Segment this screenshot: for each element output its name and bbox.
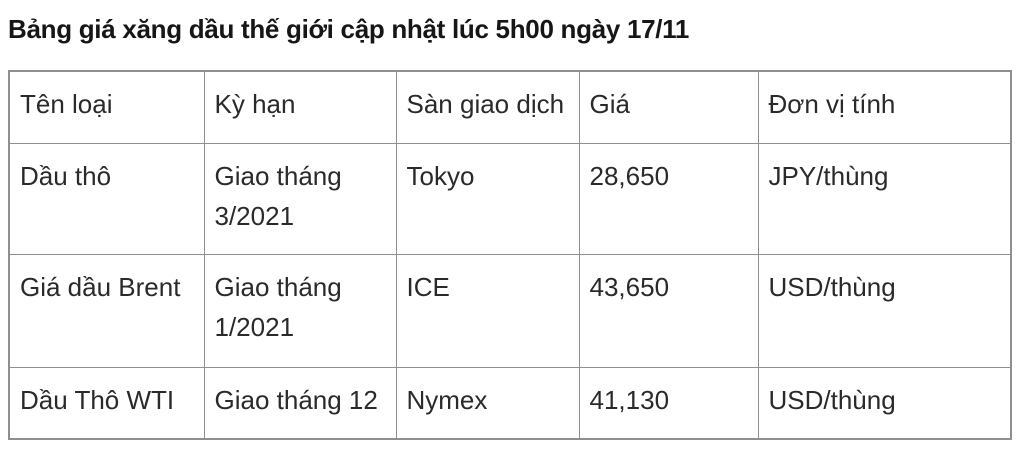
cell-gia: 43,650 [578,253,759,368]
cell-san-giao-dich: Nymex [395,366,580,439]
cell-ten-loai: Dầu thô [8,142,205,255]
table-row: Dầu thô Giao tháng 3/2021 Tokyo 28,650 J… [8,142,1012,255]
cell-ky-han: Giao tháng 12 [203,366,397,439]
column-header-gia: Giá [578,70,759,144]
cell-ten-loai: Dầu Thô WTI [8,366,205,439]
cell-ky-han: Giao tháng 3/2021 [203,142,397,255]
column-header-san-giao-dich: Sàn giao dịch [395,70,580,144]
table-row: Dầu Thô WTI Giao tháng 12 Nymex 41,130 U… [8,366,1012,439]
table-row: Giá dầu Brent Giao tháng 1/2021 ICE 43,6… [8,253,1012,368]
column-header-ky-han: Kỳ hạn [203,70,397,144]
cell-gia: 28,650 [578,142,759,255]
cell-don-vi-tinh: JPY/thùng [757,142,1012,255]
price-table: Tên loại Kỳ hạn Sàn giao dịch Giá Đơn vị… [8,70,1012,440]
column-header-ten-loai: Tên loại [8,70,205,144]
table-header-row: Tên loại Kỳ hạn Sàn giao dịch Giá Đơn vị… [8,70,1012,144]
cell-ten-loai: Giá dầu Brent [8,253,205,368]
cell-gia: 41,130 [578,366,759,439]
cell-don-vi-tinh: USD/thùng [757,366,1012,439]
column-header-don-vi-tinh: Đơn vị tính [757,70,1012,144]
cell-san-giao-dich: ICE [395,253,580,368]
cell-don-vi-tinh: USD/thùng [757,253,1012,368]
page-title: Bảng giá xăng dầu thế giới cập nhật lúc … [8,14,690,44]
cell-san-giao-dich: Tokyo [395,142,580,255]
cell-ky-han: Giao tháng 1/2021 [203,253,397,368]
page: Bảng giá xăng dầu thế giới cập nhật lúc … [8,14,1012,440]
